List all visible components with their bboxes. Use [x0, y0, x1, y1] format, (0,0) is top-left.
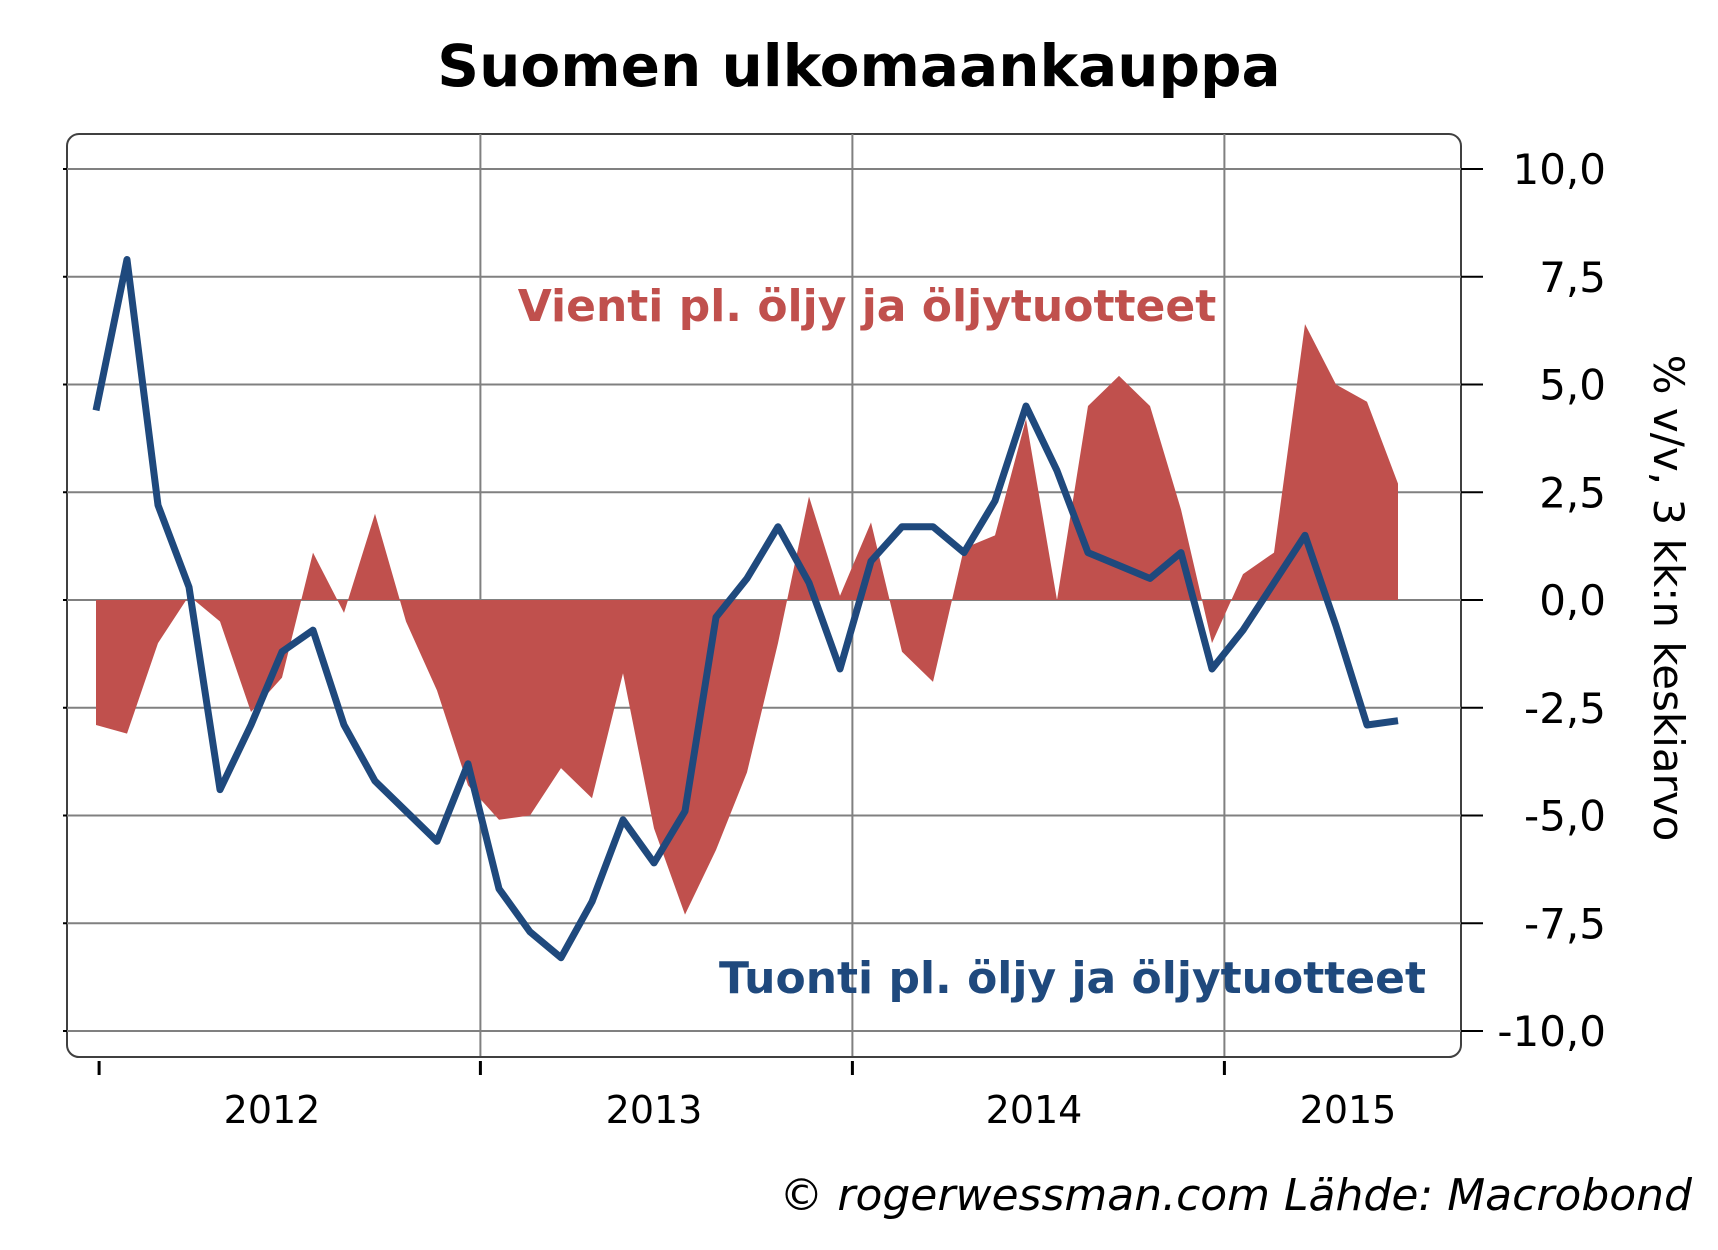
x-axis: 2012 2013 2014 2015 — [77, 1056, 1451, 1132]
tuonti-series-label: Tuonti pl. öljy ja öljytuotteet — [719, 953, 1426, 1004]
vienti-area — [96, 324, 1398, 915]
y-tick-label: -2,5 — [1524, 684, 1606, 733]
x-tick-label: 2012 — [224, 1088, 321, 1132]
y-tick-label: 0,0 — [1539, 576, 1606, 625]
x-tick-label: 2015 — [1300, 1088, 1397, 1132]
x-tick-label: 2014 — [986, 1088, 1083, 1132]
vienti-series-label: Vienti pl. öljy ja öljytuotteet — [518, 281, 1217, 332]
y-tick-label: -7,5 — [1524, 899, 1606, 948]
y-tick-label: -5,0 — [1524, 792, 1606, 841]
y-tick-label: -10,0 — [1497, 1007, 1606, 1056]
y-tick-label: 10,0 — [1512, 145, 1606, 194]
tuonti-line — [92, 256, 1399, 962]
y-axis-label: % v/v, 3 kk:n keskiarvo — [1644, 355, 1693, 842]
y-tick-label: 5,0 — [1539, 361, 1606, 410]
y-axis: 10,0 7,5 5,0 2,5 0,0 -2,5 -5,0 -7,5 -10,0 — [63, 145, 1606, 1056]
line-layer — [92, 256, 1399, 962]
y-tick-label: 7,5 — [1539, 253, 1606, 302]
credit-text: © rogerwessman.com Lähde: Macrobond — [779, 1170, 1693, 1221]
chart-title: Suomen ulkomaankauppa — [437, 32, 1280, 100]
x-tick-label: 2013 — [606, 1088, 703, 1132]
y-tick-label: 2,5 — [1539, 468, 1606, 517]
area-layer — [96, 324, 1398, 915]
